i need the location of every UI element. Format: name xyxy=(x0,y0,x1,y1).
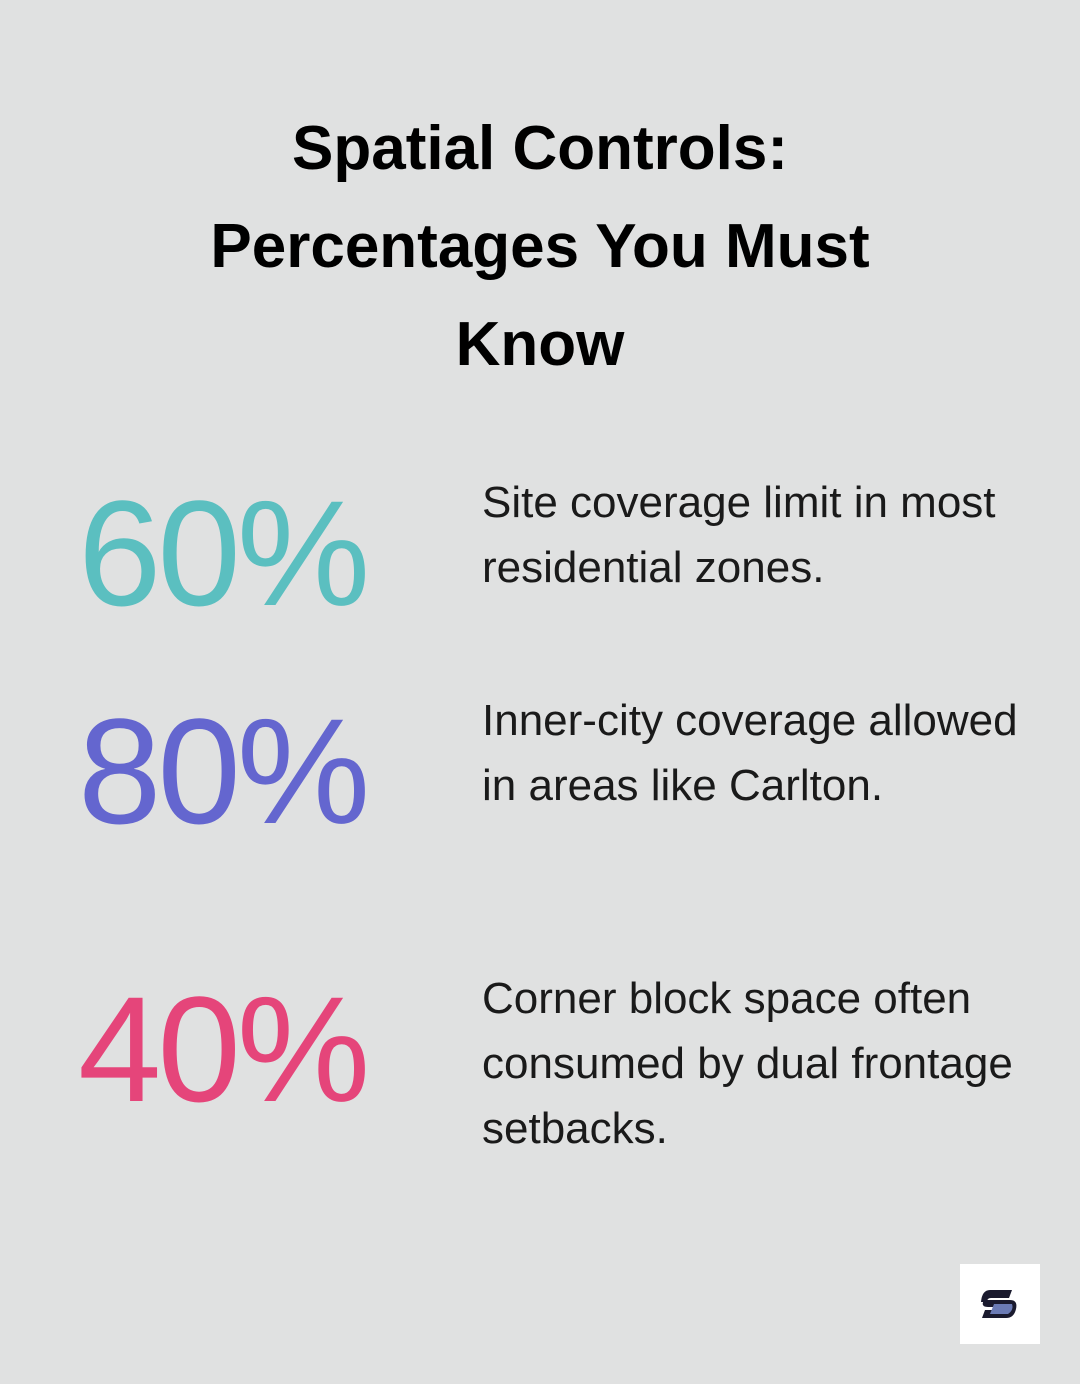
stat-description: Site coverage limit in most residential … xyxy=(482,478,996,592)
logo-icon xyxy=(981,1290,1017,1318)
logo xyxy=(960,1264,1040,1344)
stat-description: Corner block space often consumed by dua… xyxy=(482,974,1013,1153)
stat-value: 40% xyxy=(78,965,370,1133)
stat-value: 80% xyxy=(78,687,370,855)
title: Spatial Controls: Percentages You Must K… xyxy=(210,114,870,379)
stat-value: 60% xyxy=(78,469,370,637)
stat-description: Inner-city coverage allowed in areas lik… xyxy=(482,696,1018,810)
